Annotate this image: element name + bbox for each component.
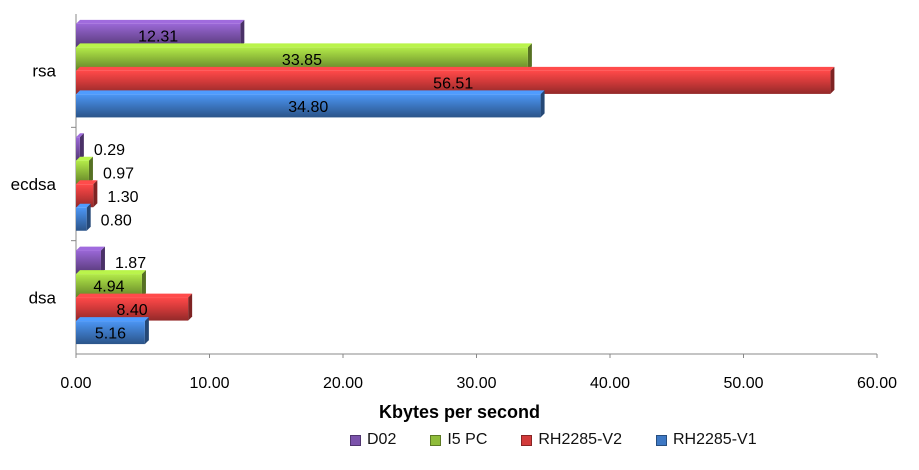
data-label: 4.94 [93,279,124,296]
x-tick-label: 60.00 [857,375,897,392]
x-tick-label: 20.00 [323,375,363,392]
legend-swatch [521,434,533,446]
data-label: 8.40 [116,302,147,319]
x-tick-label: 10.00 [189,375,229,392]
bar-ecdsa-D02 [76,137,80,161]
legend-swatch [655,434,667,446]
legend-item: I5 PC [430,431,487,449]
bar-top-RH2285-V1 [76,203,91,208]
category-label-ecdsa: ecdsa [11,175,57,194]
data-label: 0.29 [94,142,125,159]
bar-side-I5 PC [527,43,532,71]
bar-side-RH2285-V2 [93,180,98,208]
data-label: 0.97 [103,165,134,182]
bar-side-RH2285-V1 [540,90,545,118]
bar-top-I5 PC [76,156,93,161]
bar-side-RH2285-V2 [830,66,835,94]
data-label: 0.80 [101,212,132,229]
legend: D02 I5 PC RH2285-V2 RH2285-V1 [350,428,791,452]
bar-rsa-I5 PC [76,47,528,71]
bar-side-D02 [79,133,84,161]
bar-side-RH2285-V1 [144,317,149,345]
bar-rsa-RH2285-V1 [76,94,541,118]
x-tick-label: 30.00 [456,375,496,392]
bar-top-D02 [76,19,245,24]
data-label: 12.31 [138,28,178,45]
legend-swatch [350,434,361,446]
bar-top-I5 PC [76,270,146,275]
bar-ecdsa-RH2285-V2 [76,184,94,208]
x-axis-title: Kbytes per second [378,402,541,422]
legend-label: D02 [367,431,397,448]
bar-ecdsa-RH2285-V1 [76,207,87,231]
data-label: 1.30 [107,189,138,206]
x-tick-label: 50.00 [723,375,763,392]
x-tick-label: 0.00 [60,375,91,392]
bar-ecdsa-I5 PC [76,160,89,184]
category-label-dsa: dsa [29,288,57,307]
bar-dsa-D02 [76,250,101,274]
bar-rsa-D02 [76,23,241,47]
legend-label: I5 PC [447,431,488,448]
bar-side-I5 PC [141,270,146,298]
bar-top-RH2285-V2 [76,66,835,71]
bar-dsa-RH2285-V2 [76,297,189,321]
category-label-rsa: rsa [32,62,56,81]
bar-side-D02 [240,19,245,47]
legend-label: RH2285-V2 [538,431,622,448]
bar-top-I5 PC [76,43,532,48]
data-label: 33.85 [282,52,322,69]
bar-side-D02 [100,246,105,274]
bar-side-RH2285-V1 [86,203,91,231]
x-tick-label: 40.00 [590,375,630,392]
bar-side-RH2285-V2 [188,293,193,321]
legend-swatch [430,434,442,446]
data-label: 1.87 [115,255,146,272]
bar-side-I5 PC [88,156,93,184]
legend-item: RH2285-V2 [521,431,622,449]
bar-top-D02 [76,246,105,251]
bar-rsa-RH2285-V2 [76,70,831,94]
data-label: 5.16 [95,326,126,343]
bar-top-RH2285-V2 [76,180,98,185]
bar-top-RH2285-V1 [76,90,545,95]
bar-dsa-I5 PC [76,274,142,298]
data-label: 34.80 [288,99,328,116]
bar-top-RH2285-V2 [76,293,193,298]
legend-item: D02 [350,431,396,449]
legend-item: RH2285-V1 [655,431,757,449]
legend-label: RH2285-V1 [672,431,757,448]
bar-dsa-RH2285-V1 [76,321,145,345]
bar-top-D02 [76,133,84,138]
data-label: 56.51 [433,75,473,92]
bar-top-RH2285-V1 [76,317,149,322]
